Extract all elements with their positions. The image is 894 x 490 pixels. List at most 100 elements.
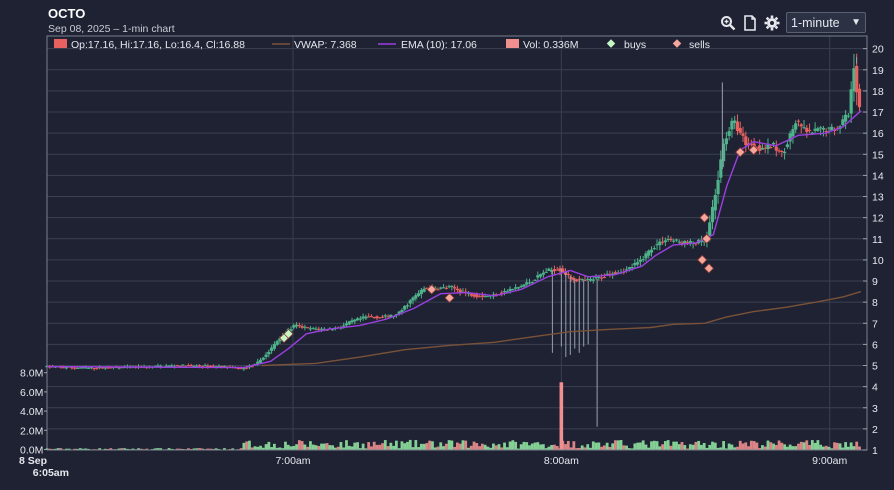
volume-bar bbox=[98, 448, 102, 450]
volume-bar bbox=[286, 444, 290, 450]
volume-bar bbox=[453, 446, 457, 450]
candle-body bbox=[303, 326, 307, 328]
volume-bar bbox=[697, 440, 701, 450]
volume-bar bbox=[763, 446, 767, 450]
volume-bar bbox=[694, 441, 698, 450]
candle-body bbox=[738, 127, 742, 133]
candle-body bbox=[364, 316, 368, 319]
volume-bar bbox=[736, 446, 739, 450]
volume-bar bbox=[272, 443, 276, 450]
candle-body bbox=[342, 325, 346, 327]
candle-body bbox=[652, 248, 656, 250]
interval-select[interactable]: 1-minute ▼ bbox=[786, 12, 866, 33]
candle-body bbox=[159, 365, 163, 368]
volume-bar bbox=[639, 442, 642, 450]
volume-bar bbox=[81, 448, 85, 450]
sell-marker bbox=[703, 263, 715, 274]
volume-bar bbox=[605, 442, 609, 450]
candle-body bbox=[78, 367, 82, 369]
volume-bar bbox=[311, 444, 315, 450]
buys-legend-text: buys bbox=[624, 39, 646, 51]
buy-marker bbox=[283, 328, 294, 339]
volume-bar bbox=[48, 448, 52, 450]
candle-body bbox=[211, 365, 215, 367]
volume-bar bbox=[675, 441, 678, 450]
candle-body bbox=[830, 126, 834, 131]
volume-bar bbox=[799, 441, 803, 450]
sells-legend-swatch bbox=[672, 39, 682, 48]
document-icon[interactable] bbox=[742, 14, 758, 31]
candle-body bbox=[575, 279, 579, 282]
gear-icon[interactable] bbox=[764, 15, 780, 31]
candle-body bbox=[397, 311, 401, 315]
volume-bar bbox=[139, 448, 143, 450]
volume-bar bbox=[536, 442, 540, 450]
volume-bar bbox=[553, 444, 556, 450]
candle-body bbox=[314, 328, 318, 330]
candle-body bbox=[702, 241, 706, 243]
candle-body bbox=[655, 244, 659, 246]
candle-body bbox=[242, 367, 246, 370]
candle-body bbox=[439, 287, 443, 289]
volume-bar bbox=[214, 448, 218, 450]
candle-body bbox=[519, 286, 523, 288]
volume-bar bbox=[447, 440, 451, 450]
candle-body bbox=[583, 279, 587, 281]
volume-bar bbox=[84, 448, 88, 450]
volume-bar bbox=[333, 447, 337, 450]
candle-body bbox=[106, 367, 110, 369]
volume-bar bbox=[547, 446, 551, 450]
volume-bar bbox=[661, 444, 664, 450]
volume-bar bbox=[381, 443, 384, 450]
candle-body bbox=[538, 274, 543, 277]
ohlc-legend-swatch bbox=[54, 39, 67, 48]
candle-body bbox=[425, 287, 429, 289]
volume-bar bbox=[87, 448, 90, 450]
volume-bar bbox=[444, 443, 448, 450]
zoom-icon[interactable] bbox=[720, 15, 736, 31]
volume-bar bbox=[641, 440, 645, 450]
candle-body bbox=[555, 269, 559, 271]
candle-body bbox=[306, 327, 310, 329]
candle-body bbox=[200, 366, 204, 368]
candle-body bbox=[783, 151, 787, 154]
volume-bar bbox=[616, 440, 620, 450]
volume-bar bbox=[270, 447, 274, 450]
candle-body bbox=[644, 253, 648, 259]
candle-body bbox=[605, 273, 609, 275]
candles bbox=[45, 53, 862, 427]
volume-bar bbox=[153, 448, 157, 450]
volume-bar bbox=[630, 448, 634, 450]
candle-body bbox=[455, 288, 459, 290]
candle-body bbox=[483, 296, 487, 298]
volume-bar bbox=[242, 442, 246, 450]
volume-bar bbox=[852, 446, 856, 450]
candle-body bbox=[270, 347, 274, 351]
price-tick-label: 4 bbox=[872, 382, 878, 394]
volume-bar bbox=[855, 441, 859, 450]
candle-body bbox=[760, 147, 765, 150]
candle-body bbox=[441, 287, 446, 289]
volume-bar bbox=[858, 446, 861, 450]
volume-bar bbox=[73, 448, 77, 450]
candle-body bbox=[297, 325, 301, 327]
volume-bar bbox=[347, 445, 351, 450]
volume-bar bbox=[284, 441, 287, 450]
volume-bar bbox=[578, 447, 581, 450]
volume-bar bbox=[336, 446, 340, 450]
volume-bar bbox=[788, 444, 792, 450]
candle-body bbox=[722, 143, 726, 162]
candle-body bbox=[311, 327, 315, 329]
vwap-legend-text: VWAP: 7.368 bbox=[294, 39, 357, 51]
candle-body bbox=[630, 267, 634, 269]
volume-bar bbox=[774, 444, 778, 450]
volume-bar bbox=[575, 448, 579, 450]
candle-body bbox=[821, 127, 826, 130]
candle-body bbox=[100, 367, 105, 369]
volume-bar bbox=[805, 440, 809, 450]
candle-body bbox=[569, 277, 573, 280]
volume-bar bbox=[702, 442, 706, 450]
candle-body bbox=[389, 314, 393, 318]
candle-body bbox=[86, 367, 91, 369]
